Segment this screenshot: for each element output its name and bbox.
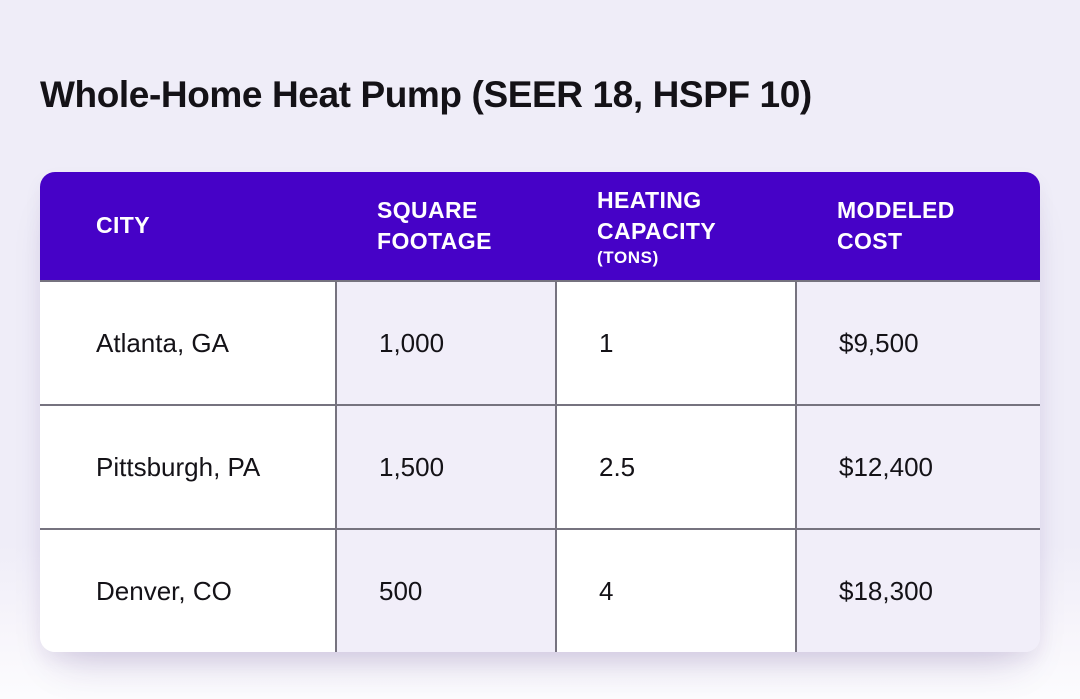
column-header-sublabel: (TONS): [597, 247, 659, 267]
table-row-denver: Denver, CO 500 4 $18,300: [40, 528, 1040, 652]
column-header-square-footage: SQUARE FOOTAGE: [335, 172, 555, 280]
column-header-label: MODELED COST: [837, 196, 955, 254]
cell-modeled-cost: $12,400: [795, 406, 1040, 528]
column-header-label: CITY: [96, 212, 150, 239]
table-header-row: CITY SQUARE FOOTAGE HEATING CAPACITY (TO…: [40, 172, 1040, 280]
column-header-heating-capacity: HEATING CAPACITY (TONS): [555, 172, 795, 280]
cell-square-footage: 500: [335, 530, 555, 652]
cell-square-footage: 1,500: [335, 406, 555, 528]
cell-heating-capacity: 1: [555, 282, 795, 404]
table-row-pittsburgh: Pittsburgh, PA 1,500 2.5 $12,400: [40, 404, 1040, 528]
cell-city: Denver, CO: [40, 530, 335, 652]
cell-modeled-cost: $9,500: [795, 282, 1040, 404]
table-body: Atlanta, GA 1,000 1 $9,500 Pittsburgh, P…: [40, 280, 1040, 652]
cell-city: Atlanta, GA: [40, 282, 335, 404]
heat-pump-cost-table: CITY SQUARE FOOTAGE HEATING CAPACITY (TO…: [40, 172, 1040, 652]
column-header-modeled-cost: MODELED COST: [795, 172, 1040, 280]
cell-city: Pittsburgh, PA: [40, 406, 335, 528]
column-header-label: SQUARE FOOTAGE: [377, 196, 492, 254]
table-row-atlanta: Atlanta, GA 1,000 1 $9,500: [40, 280, 1040, 404]
page-title: Whole-Home Heat Pump (SEER 18, HSPF 10): [40, 74, 812, 115]
cell-modeled-cost: $18,300: [795, 530, 1040, 652]
cell-heating-capacity: 4: [555, 530, 795, 652]
cell-square-footage: 1,000: [335, 282, 555, 404]
column-header-label: HEATING CAPACITY: [597, 186, 717, 244]
column-header-city: CITY: [40, 172, 335, 280]
cell-heating-capacity: 2.5: [555, 406, 795, 528]
